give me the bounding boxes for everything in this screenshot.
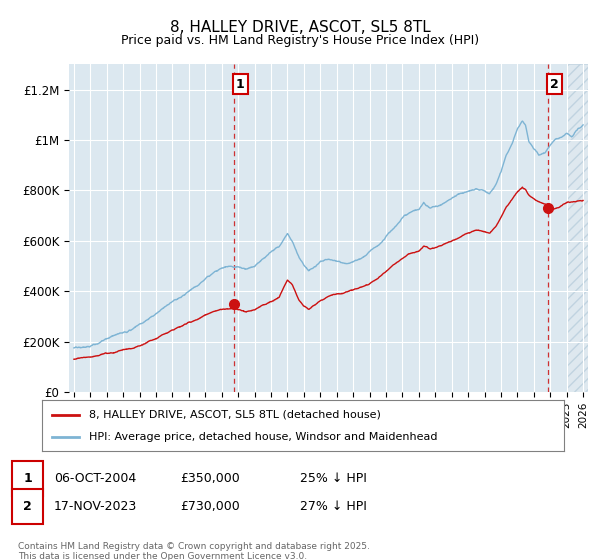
Text: Contains HM Land Registry data © Crown copyright and database right 2025.
This d: Contains HM Land Registry data © Crown c… — [18, 542, 370, 560]
Text: Price paid vs. HM Land Registry's House Price Index (HPI): Price paid vs. HM Land Registry's House … — [121, 34, 479, 46]
Text: £350,000: £350,000 — [180, 472, 240, 485]
Text: 2: 2 — [23, 500, 32, 513]
Text: 06-OCT-2004: 06-OCT-2004 — [54, 472, 136, 485]
Text: 2: 2 — [550, 77, 559, 91]
Bar — [566, 64, 588, 392]
Text: 17-NOV-2023: 17-NOV-2023 — [54, 500, 137, 513]
Bar — [566, 64, 588, 392]
Text: 1: 1 — [236, 77, 245, 91]
Text: 1: 1 — [23, 472, 32, 485]
Text: 27% ↓ HPI: 27% ↓ HPI — [300, 500, 367, 513]
Bar — [566, 64, 588, 392]
Text: 25% ↓ HPI: 25% ↓ HPI — [300, 472, 367, 485]
Text: £730,000: £730,000 — [180, 500, 240, 513]
Text: HPI: Average price, detached house, Windsor and Maidenhead: HPI: Average price, detached house, Wind… — [89, 432, 437, 442]
Text: 8, HALLEY DRIVE, ASCOT, SL5 8TL: 8, HALLEY DRIVE, ASCOT, SL5 8TL — [170, 20, 430, 35]
Text: 8, HALLEY DRIVE, ASCOT, SL5 8TL (detached house): 8, HALLEY DRIVE, ASCOT, SL5 8TL (detache… — [89, 409, 381, 419]
